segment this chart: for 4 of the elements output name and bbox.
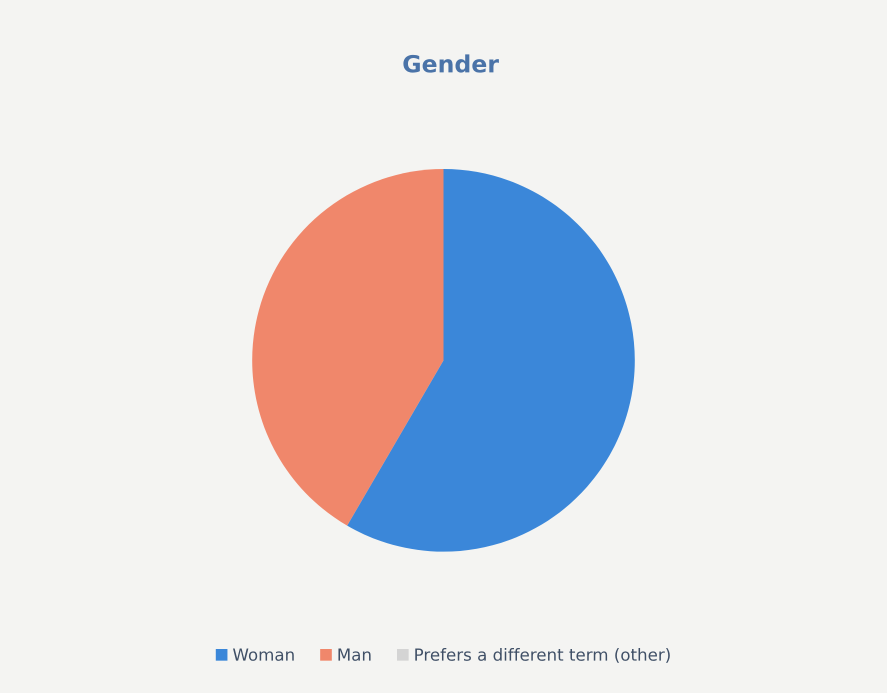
legend-label: Prefers a different term (other) (415, 648, 670, 663)
chart-title: Gender (403, 54, 499, 73)
legend-label: Woman (233, 648, 294, 661)
legend-label: Man (338, 648, 371, 661)
